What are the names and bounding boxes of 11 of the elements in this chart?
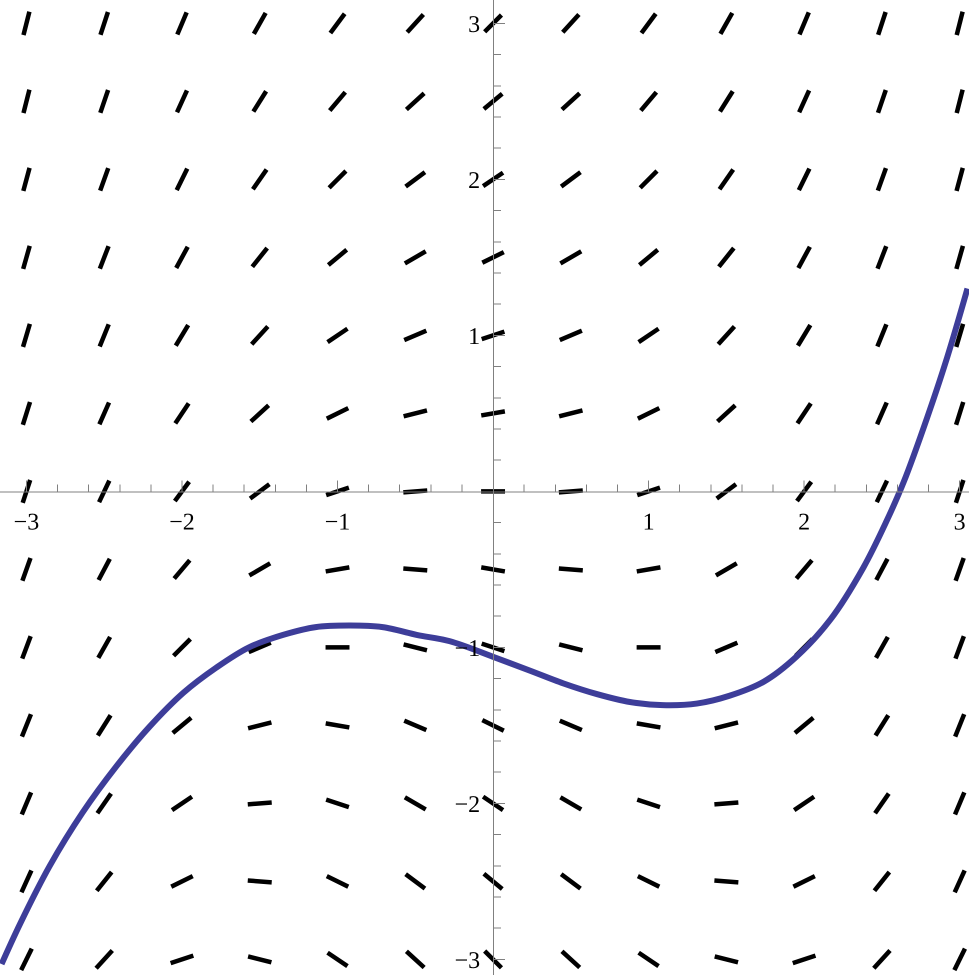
- x-tick-label: −1: [324, 509, 350, 536]
- y-tick-label: 2: [468, 168, 480, 194]
- x-tick-label: 3: [954, 509, 966, 536]
- y-tick-label: 1: [468, 324, 480, 350]
- x-tick-label: −3: [14, 509, 40, 536]
- y-tick-label: 3: [468, 12, 480, 38]
- y-tick-label: −2: [454, 792, 480, 818]
- y-tick-label: −3: [454, 948, 480, 974]
- x-tick-label: −2: [169, 509, 195, 536]
- x-tick-label: 1: [642, 509, 655, 536]
- x-tick-label: 2: [798, 509, 810, 536]
